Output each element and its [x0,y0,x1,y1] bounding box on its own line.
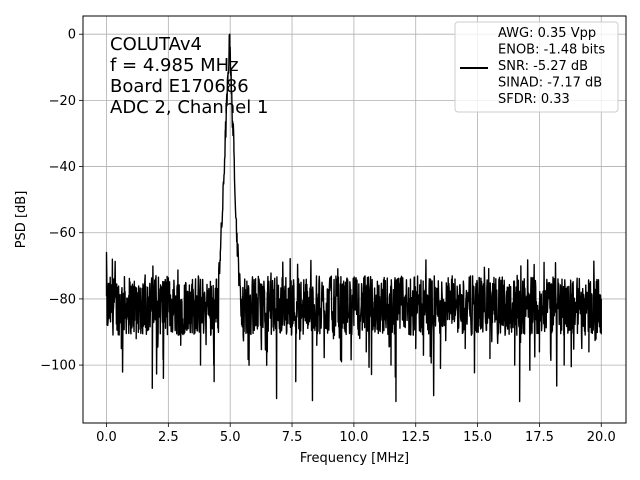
x-tick-label: 0.0 [96,430,117,445]
y-axis: 0 −20 −40 −60 −80 −100 [40,28,83,374]
legend-entry: ENOB: -1.48 bits [498,43,605,58]
annotation-line: ADC 2, Channel 1 [110,97,268,118]
y-tick-label: 0 [68,28,76,43]
legend: AWG: 0.35 Vpp ENOB: -1.48 bits SNR: -5.2… [454,21,619,113]
legend-entry: AWG: 0.35 Vpp [498,26,596,41]
x-axis-label: Frequency [MHz] [300,451,409,466]
x-tick-label: 10.0 [339,430,368,445]
x-tick-label: 15.0 [463,430,492,445]
legend-entry: SNR: -5.27 dB [498,59,588,74]
plot-frame [82,15,627,424]
y-axis-label: PSD [dB] [14,191,29,249]
legend-entry: SINAD: -7.17 dB [498,76,602,91]
psd-series-line [105,33,602,403]
annotation-line: Board E170686 [110,76,249,97]
x-tick-label: 2.5 [158,430,179,445]
x-tick-label: 7.5 [282,430,303,445]
legend-box [454,21,619,113]
annotation-block: COLUTAv4 f = 4.985 MHz Board E170686 ADC… [110,34,268,118]
series-layer [105,33,602,403]
y-tick-label: −20 [49,94,76,109]
x-tick-label: 12.5 [401,430,430,445]
legend-entry: SFDR: 0.33 [498,92,570,107]
y-tick-label: −40 [49,160,76,175]
y-tick-label: −80 [49,292,76,307]
annotation-line: f = 4.985 MHz [110,55,239,76]
x-tick-label: 5.0 [220,430,241,445]
x-tick-label: 17.5 [525,430,554,445]
x-axis: 0.0 2.5 5.0 7.5 10.0 12.5 15.0 17.5 20.0 [96,423,616,445]
y-tick-label: −60 [49,226,76,241]
y-tick-label: −100 [40,359,76,374]
x-tick-label: 20.0 [587,430,616,445]
annotation-line: COLUTAv4 [110,34,202,55]
